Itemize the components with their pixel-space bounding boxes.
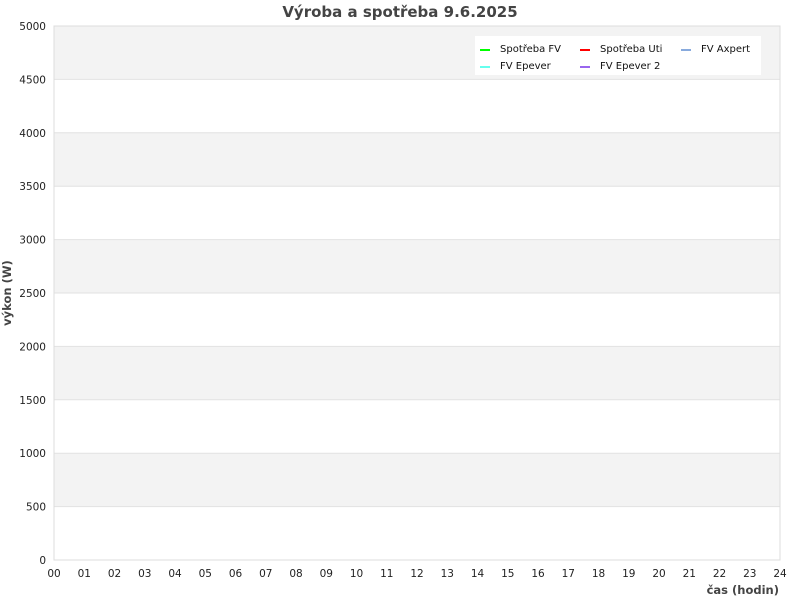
plot-band bbox=[54, 132, 780, 187]
x-tick-label: 12 bbox=[410, 568, 423, 580]
y-tick-label: 3000 bbox=[19, 235, 46, 247]
legend-label: Spotřeba FV bbox=[500, 43, 561, 55]
x-tick-label: 11 bbox=[380, 568, 393, 580]
y-tick-label: 500 bbox=[26, 502, 46, 514]
x-tick-label: 13 bbox=[441, 568, 454, 580]
x-tick-label: 09 bbox=[320, 568, 333, 580]
plot-frame bbox=[53, 25, 781, 561]
legend: Spotřeba FV Spotřeba Uti FV Axpert FV Epeve… bbox=[475, 36, 761, 75]
x-tick-label: 20 bbox=[652, 568, 665, 580]
x-tick-label: 06 bbox=[229, 568, 243, 580]
x-tick-label: 16 bbox=[531, 568, 545, 580]
x-tick-label: 14 bbox=[471, 568, 485, 580]
legend-label: FV Axpert bbox=[701, 44, 750, 55]
legend-label: FV Epever 2 bbox=[600, 61, 660, 72]
x-ticks: 00 01 02 03 04 05 06 07 08 09 10 11 12 13 14 15 16 17 18 19… bbox=[47, 568, 787, 580]
x-tick-label: 04 bbox=[168, 568, 182, 580]
y-tick-label: 0 bbox=[39, 555, 46, 567]
x-tick-label: 22 bbox=[713, 568, 726, 580]
x-tick-label: 10 bbox=[350, 568, 363, 580]
x-tick-label: 07 bbox=[259, 568, 272, 580]
legend-label: FV Epever bbox=[500, 61, 552, 72]
x-tick-label: 18 bbox=[592, 568, 605, 580]
plot-band bbox=[54, 346, 780, 400]
plot-bands bbox=[54, 26, 780, 507]
y-ticks: 0 500 1000 1500 2000 2500 3000 3500 4000 4500 5000 bbox=[19, 21, 46, 567]
legend-box bbox=[475, 36, 761, 75]
x-tick-label: 08 bbox=[289, 568, 302, 580]
x-axis-label: čas (hodin) bbox=[707, 583, 779, 597]
plot-band bbox=[54, 453, 780, 507]
y-axis-label: výkon (W) bbox=[0, 260, 14, 326]
x-tick-label: 17 bbox=[562, 568, 575, 580]
legend-label: Spotřeba Uti bbox=[600, 43, 662, 55]
x-tick-label: 00 bbox=[47, 568, 60, 580]
y-tick-label: 2500 bbox=[19, 288, 46, 300]
x-tick-label: 02 bbox=[108, 568, 121, 580]
x-tick-label: 21 bbox=[683, 568, 696, 580]
x-tick-label: 03 bbox=[138, 568, 151, 580]
x-tick-label: 19 bbox=[622, 568, 635, 580]
y-tick-label: 4000 bbox=[19, 128, 46, 140]
y-tick-label: 1000 bbox=[19, 448, 46, 460]
y-tick-label: 3500 bbox=[19, 181, 46, 193]
x-tick-label: 01 bbox=[78, 568, 91, 580]
y-tick-label: 2000 bbox=[19, 341, 46, 353]
x-tick-label: 23 bbox=[743, 568, 756, 580]
x-tick-label: 15 bbox=[501, 568, 514, 580]
y-tick-label: 5000 bbox=[19, 21, 46, 33]
chart-title: Výroba a spotřeba 9.6.2025 bbox=[282, 3, 517, 21]
y-tick-label: 4500 bbox=[19, 74, 46, 86]
x-tick-label: 24 bbox=[773, 568, 787, 580]
plot-band bbox=[54, 239, 780, 293]
y-tick-label: 1500 bbox=[19, 395, 46, 407]
x-tick-label: 05 bbox=[199, 568, 212, 580]
